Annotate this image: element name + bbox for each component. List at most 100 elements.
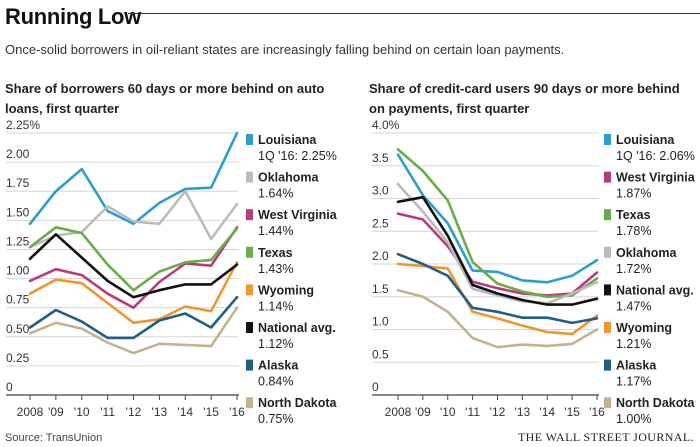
- x-tick-label: '16: [229, 405, 245, 419]
- legend-value-wyoming: 1.21%: [616, 337, 651, 351]
- x-tick-label: '13: [515, 405, 531, 419]
- series-line-louisiana: [28, 131, 239, 226]
- x-tick-label: '09: [415, 405, 431, 419]
- legend-value-alaska: 1.17%: [616, 375, 651, 389]
- legend-value-oklahoma: 1.64%: [258, 187, 293, 201]
- y-tick-label: 1.00: [6, 264, 30, 278]
- legend-swatch-national-avg: [246, 322, 253, 333]
- x-tick-label: '11: [465, 405, 480, 419]
- series-line-alaska: [28, 295, 239, 340]
- y-tick-label: 2.0: [372, 249, 389, 263]
- legend-swatch-oklahoma: [246, 171, 253, 183]
- x-tick-label: '10: [440, 405, 456, 419]
- x-tick-label: 2008: [17, 405, 44, 419]
- series-line-national-avg: [396, 195, 599, 306]
- legend-value-texas: 1.78%: [616, 224, 651, 238]
- series-line-oklahoma: [396, 182, 599, 305]
- legend-value-west-virginia: 1.44%: [258, 224, 293, 238]
- series-line-texas: [28, 226, 239, 292]
- legend-swatch-wyoming: [604, 322, 611, 333]
- x-tick-label: '13: [152, 405, 168, 419]
- x-tick-label: '10: [74, 405, 90, 419]
- series-line-louisiana: [396, 153, 599, 284]
- legend-swatch-wyoming: [246, 284, 253, 296]
- legend-value-national-avg: 1.12%: [258, 337, 293, 351]
- legend-swatch-texas: [604, 209, 611, 221]
- x-tick-label: '14: [539, 405, 555, 419]
- legend-swatch-oklahoma: [604, 246, 611, 258]
- x-tick-label: '15: [564, 405, 580, 419]
- x-tick-label: '16: [589, 405, 605, 419]
- legend-label-alaska: Alaska: [258, 359, 299, 373]
- y-tick-label: 0.50: [6, 322, 30, 336]
- series-line-north-dakota: [28, 306, 239, 355]
- credit-card-chart: 4.0% 3.5 3.0 2.5 2.0 1.5 1.0 0.5 0 2008'09 '10 '11 '…: [372, 118, 696, 426]
- series-line-north-dakota: [396, 288, 599, 349]
- page-title: Running Low: [5, 4, 141, 29]
- legend-swatch-alaska: [604, 359, 611, 371]
- legend-label-north-dakota: North Dakota: [616, 396, 696, 410]
- legend-swatch-louisiana: [604, 134, 611, 145]
- series-line-national-avg: [28, 233, 239, 299]
- legend-value-louisiana: 1Q '16: 2.06%: [616, 149, 695, 163]
- legend-value-north-dakota: 1.00%: [616, 412, 651, 426]
- credit-card-chart-title: Share of credit-card users 90 days or mo…: [369, 81, 680, 116]
- x-tick-label: '15: [203, 405, 219, 419]
- legend-label-wyoming: Wyoming: [258, 283, 314, 297]
- legend-label-west-virginia: West Virginia: [616, 171, 696, 185]
- series-line-alaska: [396, 252, 599, 325]
- legend-label-national-avg: National avg.: [616, 283, 694, 297]
- legend-swatch-louisiana: [246, 134, 253, 145]
- x-tick-label: '09: [48, 405, 64, 419]
- legend-value-alaska: 0.84%: [258, 375, 293, 389]
- publisher-credit: THE WALL STREET JOURNAL.: [517, 430, 694, 444]
- y-tick-label: 1.0: [372, 315, 389, 329]
- legend-value-oklahoma: 1.72%: [616, 262, 651, 276]
- legend-value-national-avg: 1.47%: [616, 299, 651, 313]
- legend-swatch-west-virginia: [246, 209, 253, 221]
- legend-label-louisiana: Louisiana: [616, 133, 675, 147]
- series-line-west-virginia: [28, 226, 239, 310]
- legend-value-texas: 1.43%: [258, 262, 293, 276]
- page-subtitle: Once-solid borrowers in oil-reliant stat…: [5, 42, 565, 57]
- y-tick-label: 4.0%: [372, 118, 400, 132]
- x-tick-label: 2008: [385, 405, 412, 419]
- legend-value-north-dakota: 0.75%: [258, 412, 293, 426]
- legend-value-wyoming: 1.14%: [258, 299, 293, 313]
- title-rule: [128, 13, 700, 14]
- legend-label-west-virginia: West Virginia: [258, 208, 338, 222]
- x-tick-label: '12: [126, 405, 142, 419]
- y-tick-label: 0.25: [6, 351, 30, 365]
- legend-swatch-alaska: [246, 359, 253, 371]
- legend-swatch-texas: [246, 246, 253, 258]
- auto-loans-chart-title: Share of borrowers 60 days or more behin…: [5, 81, 325, 116]
- y-tick-label: 0.75: [6, 293, 30, 307]
- legend-value-west-virginia: 1.87%: [616, 187, 651, 201]
- legend-label-north-dakota: North Dakota: [258, 396, 338, 410]
- auto-loans-chart: 2.25% 2.00 1.75 1.50 1.25 1.00 0.75 0.50 0.25 0 20…: [6, 118, 338, 426]
- legend-label-texas: Texas: [616, 208, 651, 222]
- y-tick-label: 1.25: [6, 234, 30, 248]
- series-line-oklahoma: [28, 189, 239, 249]
- legend-swatch-national-avg: [604, 284, 611, 296]
- y-tick-label: 0: [372, 380, 379, 394]
- legend-label-oklahoma: Oklahoma: [258, 171, 319, 185]
- source-note: Source: TransUnion: [5, 432, 103, 444]
- legend-label-alaska: Alaska: [616, 359, 657, 373]
- x-tick-label: '12: [490, 405, 506, 419]
- y-tick-label: 3.0: [372, 184, 389, 198]
- series-line-west-virginia: [396, 212, 599, 297]
- legend-label-oklahoma: Oklahoma: [616, 246, 677, 260]
- y-tick-label: 1.75: [6, 176, 30, 190]
- legend-value-louisiana: 1Q '16: 2.25%: [258, 149, 337, 163]
- series-line-wyoming: [28, 260, 239, 325]
- y-tick-label: 1.50: [6, 205, 30, 219]
- legend-swatch-north-dakota: [246, 397, 253, 409]
- legend-swatch-west-virginia: [604, 171, 611, 183]
- legend-label-louisiana: Louisiana: [258, 133, 317, 147]
- y-tick-label: 0.5: [372, 347, 389, 361]
- legend-swatch-north-dakota: [604, 397, 611, 409]
- legend-label-wyoming: Wyoming: [616, 321, 672, 335]
- y-tick-label: 1.5: [372, 282, 389, 296]
